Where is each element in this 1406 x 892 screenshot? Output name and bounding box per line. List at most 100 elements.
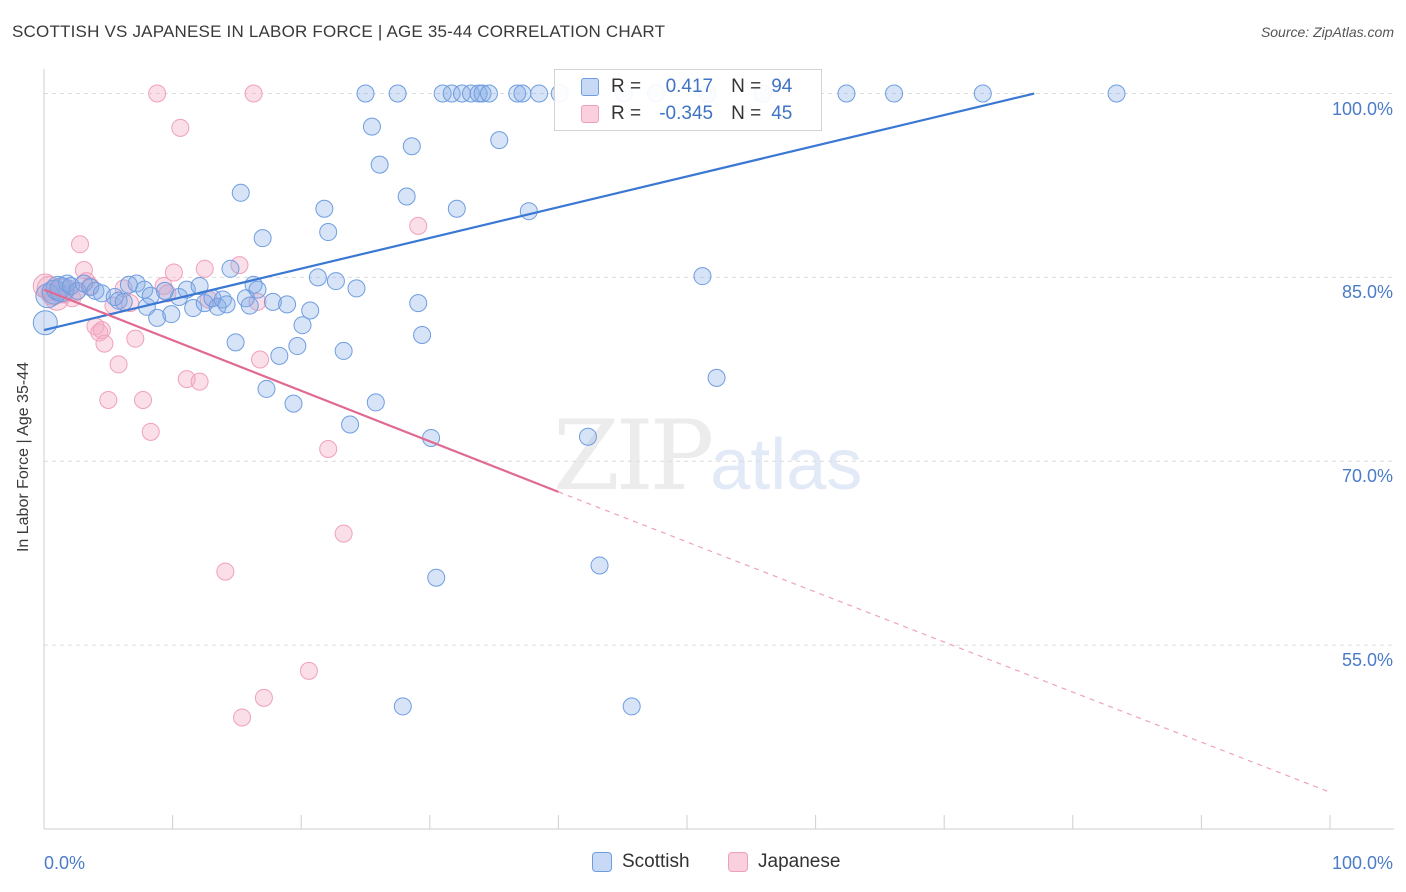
y-tick-label: 85.0% (1341, 282, 1393, 303)
scottish-point (49, 277, 75, 303)
scottish-point (288, 337, 307, 356)
legend-item-japanese[interactable]: Japanese (728, 851, 840, 873)
scottish-point (479, 84, 498, 103)
scottish-point (409, 294, 428, 313)
japanese-point (71, 235, 90, 254)
japanese-point (409, 216, 428, 235)
scottish-point (315, 199, 334, 218)
scottish-point (393, 697, 412, 716)
scottish-point (278, 295, 297, 314)
y-tick-label: 70.0% (1341, 466, 1393, 487)
japanese-point (164, 263, 183, 282)
japanese-point (319, 440, 338, 458)
scottish-point (693, 267, 712, 286)
scottish-point (326, 272, 345, 291)
scottish-point (530, 84, 549, 103)
legend-row-scottish: R = 0.417 N = 94 (581, 74, 792, 100)
scottish-point (513, 84, 532, 103)
legend-swatch-japanese (728, 852, 748, 872)
scottish-point (490, 131, 509, 150)
scottish-point (388, 84, 407, 103)
scottish-point (341, 415, 360, 434)
scottish-point (270, 346, 289, 365)
scottish-point (837, 84, 856, 103)
japanese-point (74, 261, 93, 280)
legend-n-label: N = (731, 76, 762, 97)
japanese-point (334, 524, 353, 543)
scottish-point (308, 268, 327, 287)
legend-swatch-japanese (581, 105, 599, 123)
scottish-point (190, 276, 209, 295)
y-tick-label: 100.0% (1331, 98, 1393, 119)
scottish-point (469, 84, 488, 103)
legend-swatch-scottish (592, 852, 612, 872)
scottish-point (508, 84, 527, 103)
scottish-point (442, 84, 461, 103)
japanese-point (251, 350, 270, 369)
legend-n-label: N = (731, 103, 762, 124)
legend-item-scottish[interactable]: Scottish (592, 851, 690, 873)
stats-legend: R = 0.417 N = 94 R = -0.345 N = 45 (554, 69, 822, 131)
scottish-point (473, 84, 492, 103)
scottish-point (370, 155, 389, 174)
japanese-trend-line (43, 288, 559, 493)
watermark-zip: ZIP (553, 400, 714, 512)
scottish-point (253, 229, 272, 248)
scottish-point (248, 280, 267, 299)
japanese-point (134, 390, 153, 409)
scottish-point (334, 341, 353, 360)
japanese-point (126, 329, 145, 348)
japanese-point (148, 84, 167, 103)
japanese-point (244, 84, 263, 103)
scottish-point (217, 295, 236, 314)
legend-label-scottish: Scottish (622, 851, 690, 872)
scottish-point (319, 223, 338, 242)
scottish-point (427, 568, 446, 587)
scottish-point (240, 296, 259, 315)
japanese-point (216, 562, 235, 581)
legend-swatch-scottish (581, 78, 599, 96)
watermark-atlas: atlas (710, 425, 863, 505)
scottish-point (433, 84, 452, 103)
japanese-point (230, 256, 249, 275)
scottish-point (590, 556, 609, 575)
scottish-point (162, 305, 181, 324)
legend-r-value: -0.345 (659, 103, 714, 124)
scottish-point (397, 187, 416, 206)
scottish-point (366, 393, 385, 412)
scottish-point (81, 278, 100, 297)
scottish-point (413, 326, 432, 344)
scottish-point (231, 183, 250, 202)
japanese-point (141, 422, 160, 441)
y-tick-label: 55.0% (1341, 650, 1393, 671)
x-tick-label-min: 0.0% (44, 853, 86, 873)
japanese-point (195, 259, 214, 278)
chart-title: SCOTTISH VS JAPANESE IN LABOR FORCE | AG… (12, 22, 666, 41)
japanese-point (233, 708, 252, 727)
scottish-point (221, 259, 240, 278)
watermark: ZIPatlas (553, 400, 862, 512)
scottish-point (402, 137, 421, 156)
scottish-point (301, 301, 320, 320)
japanese-point (90, 323, 109, 342)
legend-n-value: 94 (771, 76, 793, 97)
scottish-point (973, 84, 992, 103)
scottish-point (184, 299, 203, 318)
scottish-point (1107, 84, 1126, 103)
legend-row-japanese: R = -0.345 N = 45 (581, 101, 792, 127)
y-axis-label: In Labor Force | Age 35-44 (15, 361, 32, 553)
scottish-point (263, 292, 282, 311)
scottish-trend-line (43, 92, 1035, 332)
scottish-point (622, 697, 641, 716)
japanese-point (171, 118, 190, 137)
scottish-point (226, 333, 245, 352)
legend-label-japanese: Japanese (758, 851, 841, 872)
japanese-point (299, 661, 318, 680)
scottish-point (284, 394, 303, 413)
legend-r-label: R = (611, 76, 642, 97)
scottish-point (257, 379, 276, 398)
series-legend: Scottish Japanese (0, 851, 1406, 879)
scottish-point (114, 292, 133, 311)
japanese-point (254, 688, 273, 707)
